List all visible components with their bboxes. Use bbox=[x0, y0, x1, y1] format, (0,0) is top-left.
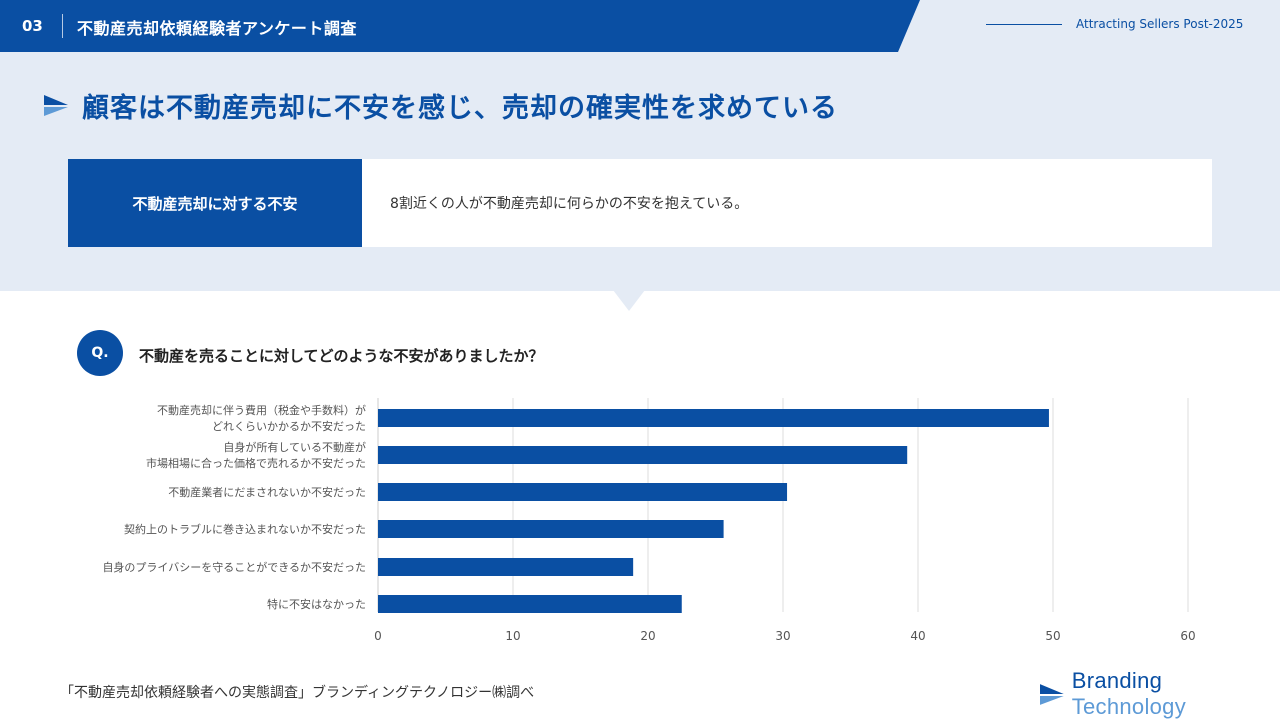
x-tick-label: 50 bbox=[1045, 629, 1060, 643]
bar bbox=[378, 520, 724, 538]
tagline: Attracting Sellers Post-2025 bbox=[1076, 17, 1244, 31]
bar bbox=[378, 595, 682, 613]
brand-mark-icon bbox=[1040, 684, 1064, 705]
page-title: 顧客は不動産売却に不安を感じ、売却の確実性を求めている bbox=[82, 93, 838, 124]
pointer-triangle bbox=[613, 290, 645, 311]
category-label: 自身が所有している不動産が bbox=[223, 440, 366, 454]
bar bbox=[378, 446, 908, 464]
question-badge: Q. bbox=[77, 330, 123, 376]
header-title: 不動産売却依頼経験者アンケート調査 bbox=[77, 19, 357, 38]
summary-text-box: 8割近くの人が不動産売却に何らかの不安を抱えている。 bbox=[362, 159, 1212, 247]
question-text: 不動産を売ることに対してどのような不安がありましたか？ bbox=[139, 347, 544, 365]
bar-chart: 0 10 20 30 40 50 60 不動産売却に伴う費用（税金や手数料）がどれくらいかかる… bbox=[102, 398, 1196, 643]
x-tick-label: 10 bbox=[505, 629, 520, 643]
header-divider bbox=[62, 14, 63, 38]
tagline-rule bbox=[986, 24, 1062, 25]
bar bbox=[378, 558, 634, 576]
bar bbox=[378, 483, 788, 501]
summary-label: 不動産売却に対する不安 bbox=[68, 159, 362, 247]
category-label: 特に不安はなかった bbox=[267, 597, 366, 611]
category-label: 市場相場に合った価格で売れるか不安だった bbox=[146, 456, 366, 470]
x-tick-label: 20 bbox=[640, 629, 655, 643]
x-tick-label: 40 bbox=[910, 629, 925, 643]
x-tick-label: 30 bbox=[775, 629, 790, 643]
section-number: 03 bbox=[22, 17, 43, 35]
category-label: 不動産売却に伴う費用（税金や手数料）が bbox=[157, 403, 366, 417]
category-label: 不動産業者にだまされないか不安だった bbox=[168, 485, 366, 499]
category-label: 自身のプライバシーを守ることができるか不安だった bbox=[102, 560, 366, 574]
brand-logo: Branding Technology bbox=[1040, 668, 1280, 720]
header-bar bbox=[0, 0, 920, 52]
category-label: どれくらいかかるか不安だった bbox=[212, 419, 366, 433]
summary-text: 8割近くの人が不動産売却に何らかの不安を抱えている。 bbox=[390, 196, 749, 212]
source-note: 「不動産売却依頼経験者への実態調査」ブランディングテクノロジー㈱調べ bbox=[60, 685, 535, 701]
category-label: 契約上のトラブルに巻き込まれないか不安だった bbox=[124, 522, 366, 536]
x-tick-label: 0 bbox=[374, 629, 382, 643]
brand-word-branding: Branding bbox=[1071, 668, 1163, 693]
brand-word-technology: Technology bbox=[1071, 694, 1187, 719]
arrow-flag-icon bbox=[44, 95, 68, 116]
x-tick-label: 60 bbox=[1180, 629, 1195, 643]
brand-name: Branding Technology bbox=[1072, 668, 1280, 720]
bar bbox=[378, 409, 1049, 427]
